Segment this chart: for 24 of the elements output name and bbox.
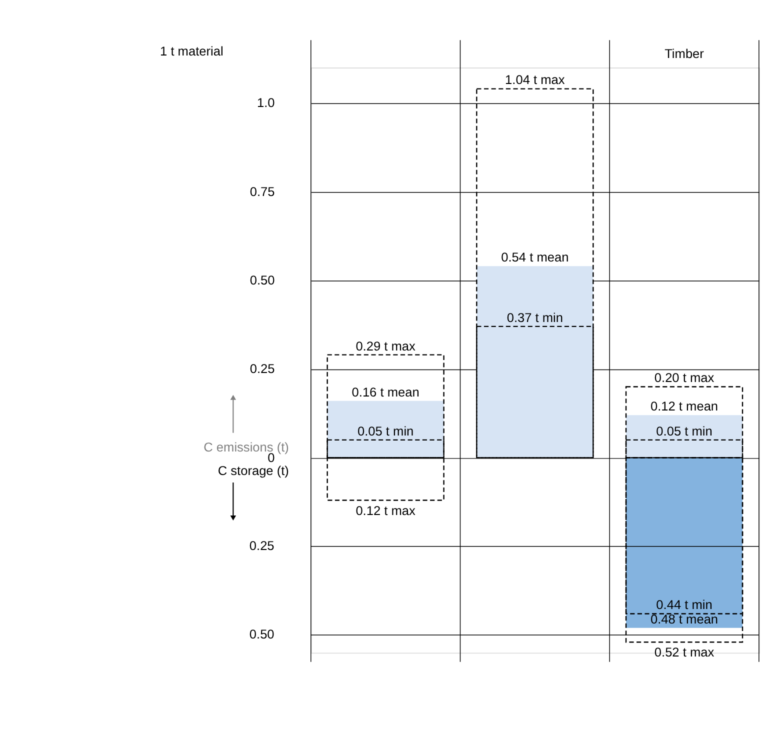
data-label: 0.44 t min (656, 597, 712, 612)
x-tick-label: Timber (664, 46, 705, 61)
y-tick-label: 0.25 (250, 361, 275, 376)
data-label: 0.48 t mean (650, 611, 718, 626)
bar (626, 415, 743, 458)
y-tick-label: 0.50 (250, 272, 275, 288)
data-label: 0.37 t min (506, 310, 564, 325)
data-label: 0.05 t min (656, 423, 712, 438)
data-label: 1.04 t max (505, 72, 566, 88)
data-label: 0.29 t max (356, 338, 416, 354)
data-label: 0.05 t min (357, 423, 414, 438)
data-label: 0.52 t max (654, 644, 715, 660)
y-tick-label: 1.0 (256, 95, 275, 110)
data-label: 0.16 t mean (352, 384, 420, 400)
data-label: 0.54 t mean (501, 250, 569, 265)
bar (327, 400, 444, 458)
text: C emissions (t) (204, 439, 289, 454)
bar (476, 266, 594, 458)
data-label: 0.12 t mean (650, 398, 718, 414)
y-tick-label: 0.75 (250, 184, 275, 199)
text: C storage (t) (218, 463, 289, 478)
text: 1 t material (160, 44, 224, 59)
data-label: 0.12 t max (356, 502, 416, 518)
data-label: 0.20 t max (654, 370, 715, 386)
